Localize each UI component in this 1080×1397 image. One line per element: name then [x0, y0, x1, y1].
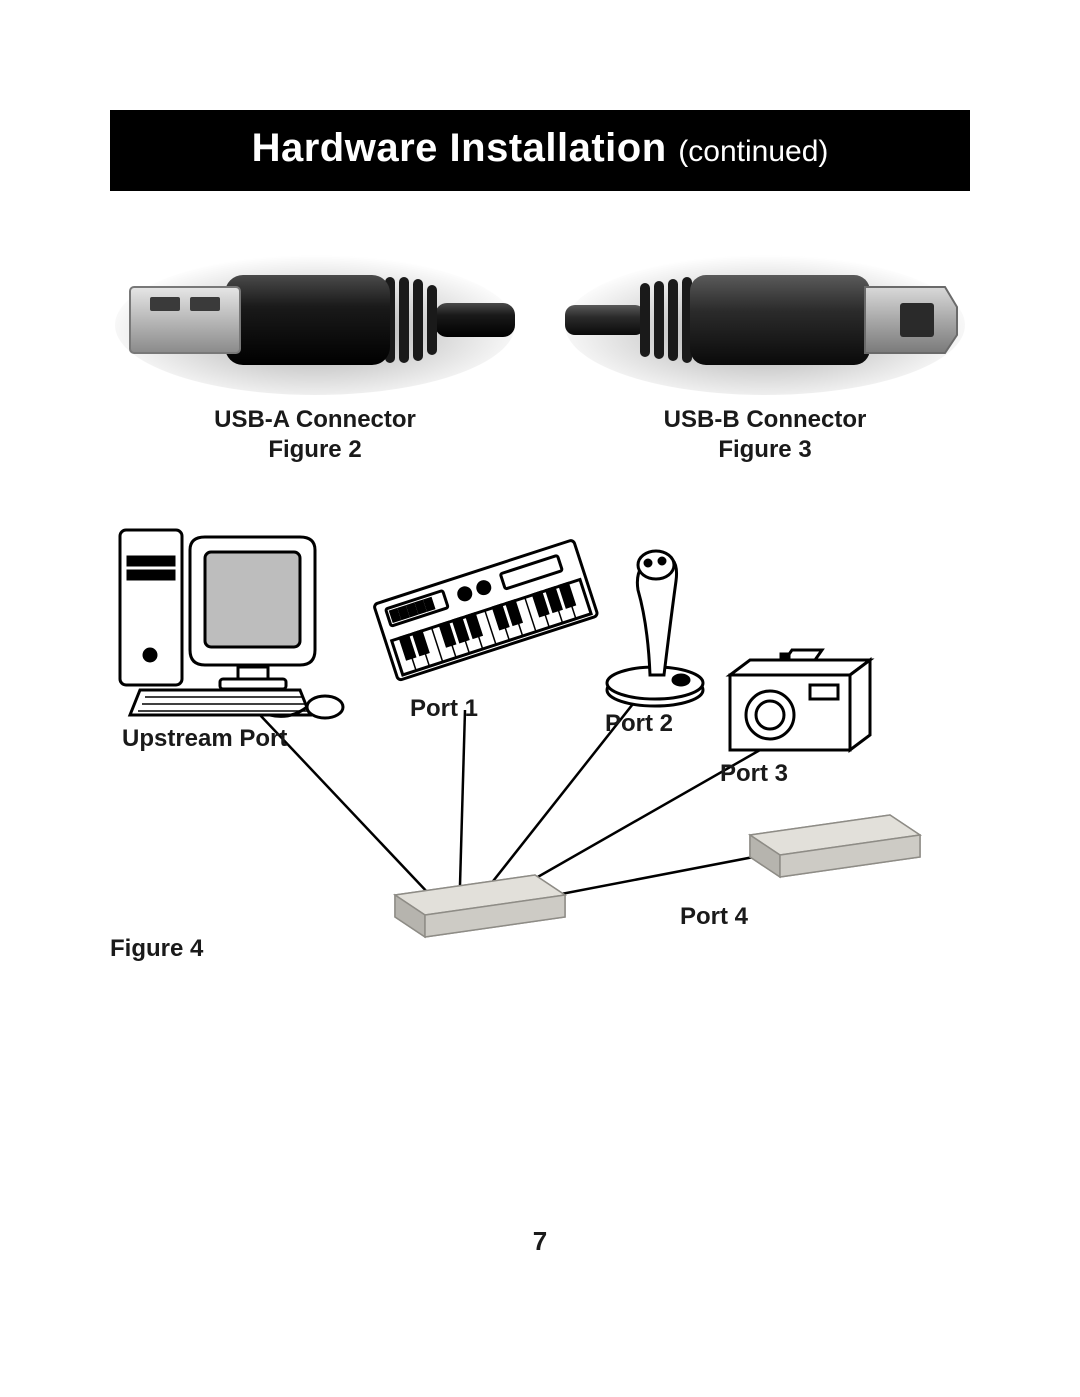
- port-1-label: Port 1: [410, 695, 478, 723]
- hub-topology-diagram: Upstream Port Port 1 Port 2 Port 3 Port …: [110, 515, 970, 985]
- usb-a-figure: Figure 2: [214, 435, 416, 465]
- usb-hub-2-icon: [750, 815, 920, 877]
- port-3-label: Port 3: [720, 760, 788, 788]
- connector-figures-row: USB-A Connector Figure 2: [110, 235, 970, 465]
- usb-b-figure: Figure 3: [664, 435, 867, 465]
- midi-keyboard-icon: [374, 540, 598, 681]
- joystick-icon: [607, 551, 703, 706]
- usb-a-caption: USB-A Connector Figure 2: [214, 405, 416, 465]
- page-number: 7: [0, 1226, 1080, 1257]
- usb-b-caption: USB-B Connector Figure 3: [664, 405, 867, 465]
- camera-icon: [730, 650, 870, 750]
- page-title-main: Hardware Installation: [252, 126, 679, 170]
- usb-a-connector-icon: [110, 235, 520, 395]
- usb-b-column: USB-B Connector Figure 3: [560, 235, 970, 465]
- page-title-sub: (continued): [678, 135, 828, 168]
- page-title-bar: Hardware Installation (continued): [110, 110, 970, 191]
- usb-b-label: USB-B Connector: [664, 405, 867, 435]
- usb-a-label: USB-A Connector: [214, 405, 416, 435]
- port-4-label: Port 4: [680, 903, 748, 931]
- port-2-label: Port 2: [605, 710, 673, 738]
- computer-icon: [120, 530, 343, 718]
- usb-a-column: USB-A Connector Figure 2: [110, 235, 520, 465]
- usb-b-connector-icon: [560, 235, 970, 395]
- figure-4-label: Figure 4: [110, 935, 203, 963]
- upstream-port-label: Upstream Port: [122, 725, 287, 753]
